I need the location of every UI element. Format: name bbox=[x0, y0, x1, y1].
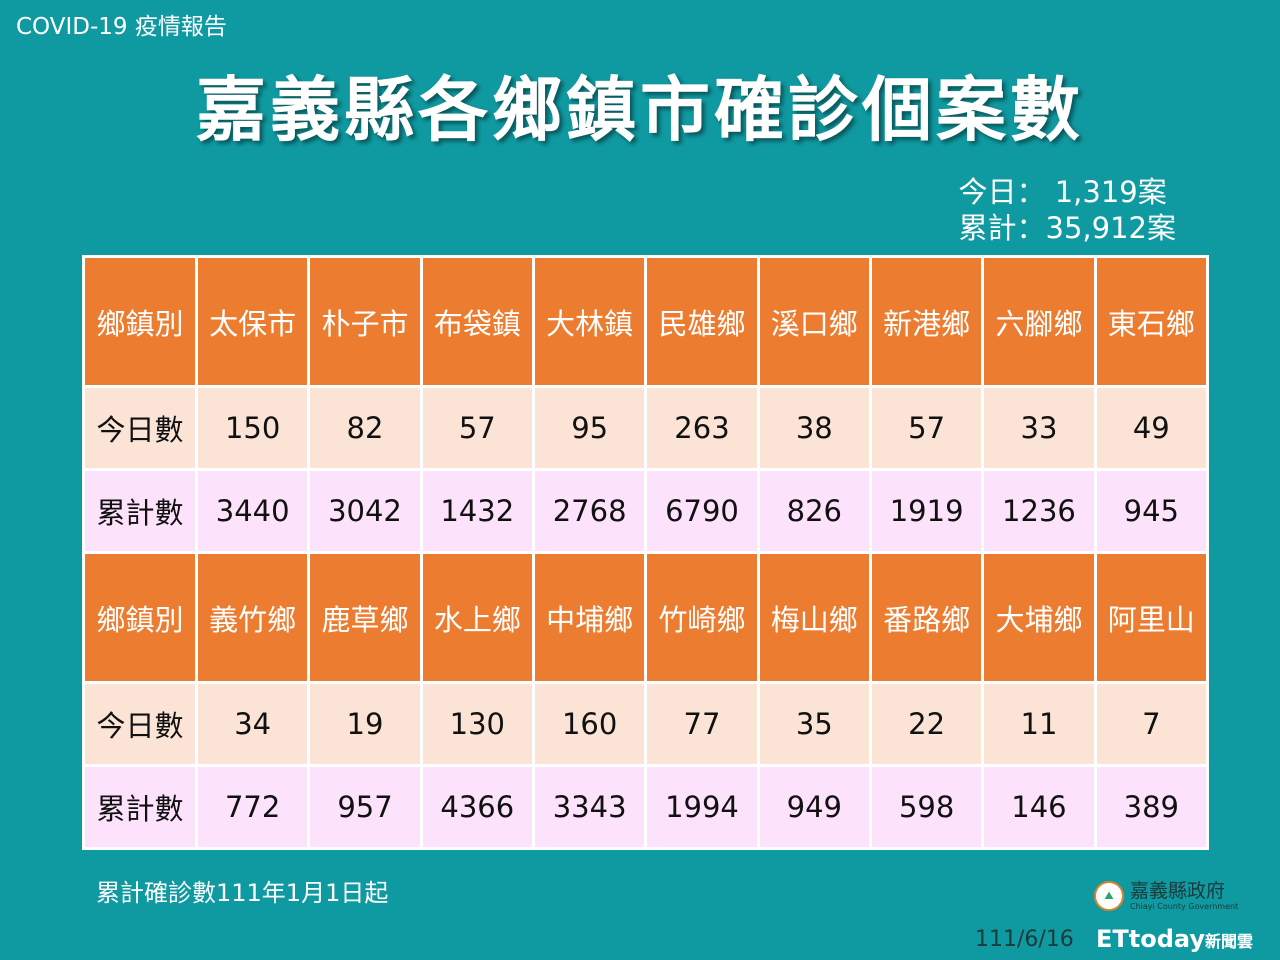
case-count: 945 bbox=[1093, 468, 1210, 554]
township-name: 朴子市 bbox=[307, 255, 423, 388]
township-name: 民雄鄉 bbox=[644, 255, 760, 388]
case-count: 146 bbox=[981, 764, 1097, 850]
footnote: 累計確診數111年1月1日起 bbox=[96, 879, 389, 907]
case-count: 598 bbox=[868, 764, 985, 850]
case-count: 772 bbox=[194, 764, 311, 850]
case-count: 82 bbox=[307, 385, 423, 471]
case-count: 3343 bbox=[531, 764, 648, 850]
township-name: 中埔鄉 bbox=[531, 551, 648, 684]
cumulative-row: 累計數 772 957 4366 3343 1994 949 598 146 389 bbox=[82, 764, 1210, 850]
row-label: 鄉鎮別 bbox=[82, 551, 198, 684]
case-count: 77 bbox=[644, 681, 760, 767]
case-count: 160 bbox=[531, 681, 648, 767]
township-name: 番路鄉 bbox=[868, 551, 985, 684]
case-count: 1919 bbox=[868, 468, 985, 554]
case-count: 4366 bbox=[419, 764, 535, 850]
report-date: 111/6/16 bbox=[975, 927, 1074, 952]
county-logo: ⛰ 嘉義縣政府 Chiayi County Government bbox=[1094, 880, 1238, 912]
township-name: 大林鎮 bbox=[531, 255, 648, 388]
cumulative-total: 累計：35,912案 bbox=[958, 211, 1176, 245]
case-count: 6790 bbox=[644, 468, 760, 554]
township-name: 鹿草鄉 bbox=[307, 551, 423, 684]
case-count: 7 bbox=[1093, 681, 1210, 767]
case-count: 22 bbox=[868, 681, 985, 767]
row-label: 鄉鎮別 bbox=[82, 255, 198, 388]
township-name: 東石鄉 bbox=[1093, 255, 1210, 388]
case-count: 35 bbox=[756, 681, 872, 767]
row-label: 累計數 bbox=[82, 468, 198, 554]
case-count: 57 bbox=[419, 385, 535, 471]
case-count: 34 bbox=[194, 681, 311, 767]
cases-table: 鄉鎮別 太保市 朴子市 布袋鎮 大林鎮 民雄鄉 溪口鄉 新港鄉 六腳鄉 東石鄉 今日數 150 82 57… bbox=[82, 255, 1210, 850]
county-emblem-icon: ⛰ bbox=[1094, 881, 1124, 911]
case-count: 95 bbox=[531, 385, 648, 471]
township-name: 布袋鎮 bbox=[419, 255, 535, 388]
case-count: 49 bbox=[1093, 385, 1210, 471]
township-name: 義竹鄉 bbox=[194, 551, 311, 684]
township-name: 竹崎鄉 bbox=[644, 551, 760, 684]
case-count: 19 bbox=[307, 681, 423, 767]
row-label: 今日數 bbox=[82, 385, 198, 471]
org-name-en: Chiayi County Government bbox=[1130, 902, 1239, 911]
case-count: 389 bbox=[1093, 764, 1210, 850]
township-name: 太保市 bbox=[194, 255, 311, 388]
case-count: 949 bbox=[756, 764, 872, 850]
township-name: 水上鄉 bbox=[419, 551, 535, 684]
case-count: 826 bbox=[756, 468, 872, 554]
township-name: 新港鄉 bbox=[868, 255, 985, 388]
page-title: 嘉義縣各鄉鎮市確診個案數 bbox=[196, 69, 1084, 151]
header-row: 鄉鎮別 義竹鄉 鹿草鄉 水上鄉 中埔鄉 竹崎鄉 梅山鄉 番路鄉 大埔鄉 阿里山 bbox=[82, 551, 1210, 684]
case-count: 3440 bbox=[194, 468, 311, 554]
case-count: 150 bbox=[194, 385, 311, 471]
watermark-text: ETtoday bbox=[1096, 925, 1206, 953]
watermark: ETtoday新聞雲 bbox=[1096, 924, 1253, 957]
case-count: 38 bbox=[756, 385, 872, 471]
township-name: 阿里山 bbox=[1093, 551, 1210, 684]
org-name: 嘉義縣政府 bbox=[1130, 880, 1226, 902]
township-name: 梅山鄉 bbox=[756, 551, 872, 684]
case-count: 3042 bbox=[307, 468, 423, 554]
header-row: 鄉鎮別 太保市 朴子市 布袋鎮 大林鎮 民雄鄉 溪口鄉 新港鄉 六腳鄉 東石鄉 bbox=[82, 255, 1210, 388]
township-name: 六腳鄉 bbox=[981, 255, 1097, 388]
case-count: 263 bbox=[644, 385, 760, 471]
summary-stats: 今日： 1,319案 累計：35,912案 bbox=[959, 174, 1176, 246]
today-row: 今日數 34 19 130 160 77 35 22 11 7 bbox=[82, 681, 1210, 767]
case-count: 1994 bbox=[644, 764, 760, 850]
row-label: 今日數 bbox=[82, 681, 198, 767]
case-count: 33 bbox=[981, 385, 1097, 471]
case-count: 57 bbox=[868, 385, 985, 471]
case-count: 130 bbox=[419, 681, 535, 767]
case-count: 11 bbox=[981, 681, 1097, 767]
township-name: 大埔鄉 bbox=[981, 551, 1097, 684]
today-total: 今日： 1,319案 bbox=[958, 175, 1167, 209]
township-name: 溪口鄉 bbox=[756, 255, 872, 388]
case-count: 957 bbox=[307, 764, 423, 850]
case-count: 2768 bbox=[531, 468, 648, 554]
case-count: 1432 bbox=[419, 468, 535, 554]
report-label: COVID-19 疫情報告 bbox=[16, 14, 227, 40]
cumulative-row: 累計數 3440 3042 1432 2768 6790 826 1919 1236 945 bbox=[82, 468, 1210, 554]
row-label: 累計數 bbox=[82, 764, 198, 850]
today-row: 今日數 150 82 57 95 263 38 57 33 49 bbox=[82, 385, 1210, 471]
watermark-sub: 新聞雲 bbox=[1205, 932, 1254, 951]
case-count: 1236 bbox=[981, 468, 1097, 554]
